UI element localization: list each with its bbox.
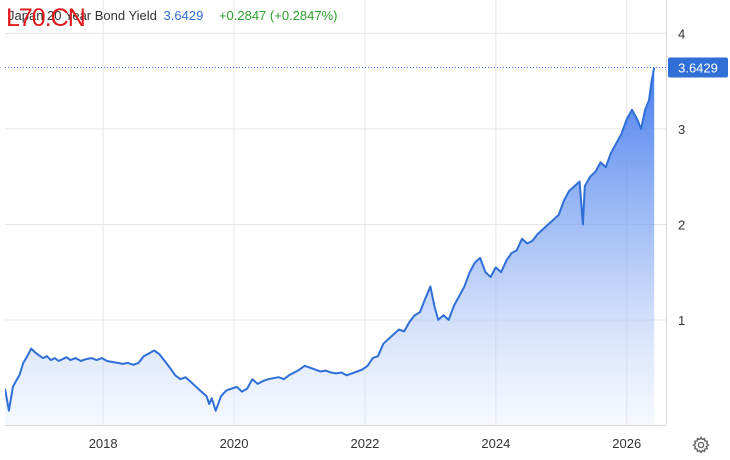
- y-tick-label: 4: [678, 26, 685, 41]
- axes: 2018 2020 2022 2024 2026 1 2 3 4: [5, 0, 685, 451]
- x-tick-label: 2026: [612, 436, 641, 451]
- series-area: [5, 67, 655, 425]
- series-line: [5, 67, 656, 412]
- x-tick-label: 2020: [220, 436, 249, 451]
- watermark: L70.CN: [6, 4, 86, 32]
- chart-header: Japan 20 Year Bond Yield 3.6429 +0.2847 …: [8, 8, 337, 23]
- last-value: 3.6429: [163, 8, 204, 23]
- x-tick-label: 2018: [89, 436, 118, 451]
- y-tick-label: 3: [678, 122, 685, 137]
- price-tag: [668, 57, 728, 78]
- gear-icon[interactable]: [691, 435, 711, 455]
- y-tick-label: 1: [678, 313, 685, 328]
- price-tag-label: 3.6429: [678, 61, 718, 76]
- change-value: +0.2847 (+0.2847%): [218, 8, 338, 23]
- chart-title: Japan 20 Year Bond Yield: [8, 8, 157, 23]
- x-tick-label: 2022: [350, 436, 379, 451]
- x-tick-label: 2024: [481, 436, 510, 451]
- y-tick-label: 2: [678, 217, 685, 232]
